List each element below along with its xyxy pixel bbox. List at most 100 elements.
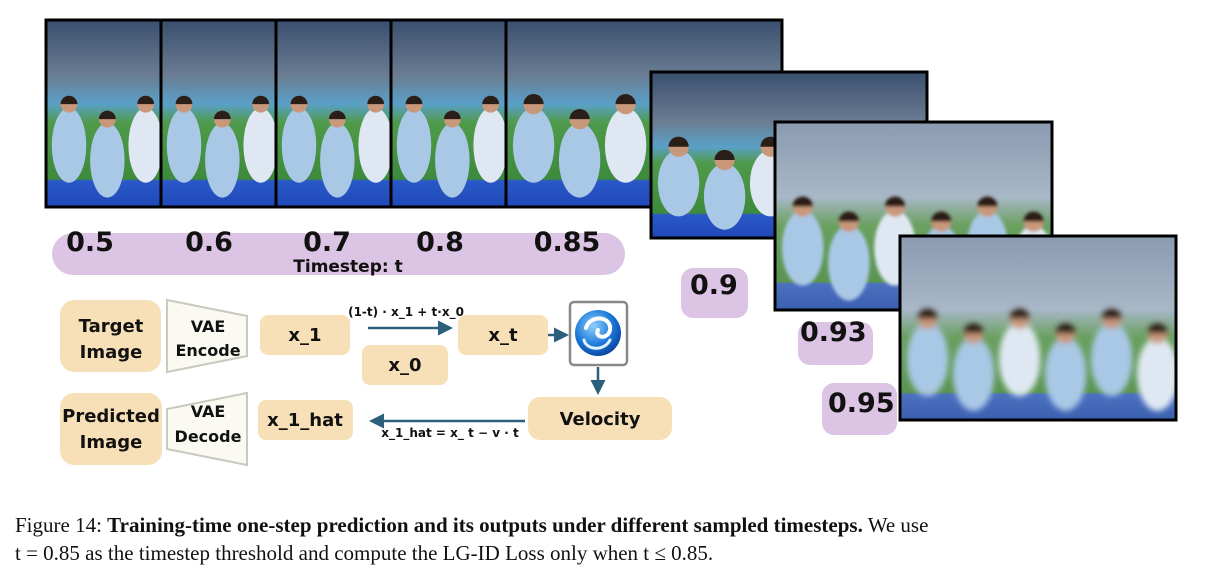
jersey <box>166 107 202 183</box>
players <box>281 95 391 198</box>
hair <box>405 95 423 105</box>
jersey <box>435 122 470 198</box>
timestep-label: 0.6 <box>185 227 233 258</box>
photo <box>389 18 508 209</box>
pill <box>681 268 748 318</box>
jersey <box>320 122 355 198</box>
decoder <box>166 391 248 467</box>
hair <box>838 211 860 222</box>
timestep-label: 0.7 <box>303 227 351 258</box>
box-label: Target <box>79 316 144 337</box>
box-label: Image <box>80 432 143 453</box>
hair <box>252 95 270 105</box>
box <box>60 300 161 372</box>
hair <box>290 95 308 105</box>
photo-content <box>900 236 1176 420</box>
hair <box>1009 308 1030 319</box>
jersey <box>828 225 870 301</box>
hair <box>213 110 231 120</box>
jersey <box>703 163 746 230</box>
timestep-label: 0.85 <box>534 227 601 258</box>
box <box>60 393 162 465</box>
hair <box>175 95 193 105</box>
hair <box>137 95 155 105</box>
hair <box>1147 323 1168 334</box>
hair <box>1023 211 1044 222</box>
photo-border <box>898 234 1178 422</box>
hair <box>792 196 813 207</box>
swirl <box>584 316 613 339</box>
jersey <box>998 322 1041 397</box>
jersey <box>205 122 240 198</box>
box-label: x_0 <box>388 355 421 376</box>
box-label: Velocity <box>560 409 641 430</box>
box-label: Predicted <box>62 406 160 427</box>
diagram: Target Image VAE Encode x_1 (1-t) · x_1 … <box>60 298 672 467</box>
timestep-label: 0.8 <box>416 227 464 258</box>
hair <box>931 211 952 222</box>
hair <box>367 95 385 105</box>
photo-content <box>46 20 161 207</box>
timestep-label: 0.5 <box>66 227 114 258</box>
photo <box>898 234 1178 422</box>
caption-text: We use <box>868 513 929 537</box>
hair <box>60 95 78 105</box>
caption-title: Training-time one-step prediction and it… <box>107 513 863 537</box>
photo-content <box>161 20 276 207</box>
hair <box>668 136 689 147</box>
jersey <box>396 107 432 183</box>
formula: (1-t) · x_1 + t·x_0 <box>348 305 464 320</box>
hair <box>1055 323 1076 334</box>
hair <box>569 108 590 120</box>
photo <box>159 18 278 209</box>
timestep-label: 0.93 <box>800 317 867 348</box>
jersey <box>657 150 700 217</box>
box-label: VAE <box>191 317 226 336</box>
hair <box>1101 308 1122 319</box>
hair <box>328 110 346 120</box>
photo <box>274 18 393 209</box>
hair <box>482 95 500 105</box>
hair <box>714 149 735 160</box>
timestep-label: 0.9 <box>690 270 738 301</box>
players <box>396 95 506 198</box>
players <box>166 95 276 198</box>
photo-content <box>391 20 506 207</box>
timestep-bar <box>52 233 625 275</box>
hair <box>917 308 938 319</box>
pill <box>798 322 873 365</box>
formula: x_1_hat = x_ t − v · t <box>381 426 519 441</box>
jersey <box>1044 337 1087 411</box>
caption-label: Figure 14: <box>15 513 102 537</box>
photo-bg <box>900 236 1176 420</box>
jersey <box>952 337 995 411</box>
jersey <box>473 107 506 183</box>
box-label: VAE <box>191 402 226 421</box>
box-label: Encode <box>175 341 240 360</box>
players <box>51 95 161 198</box>
photo <box>44 18 163 209</box>
jersey <box>906 322 949 397</box>
hair <box>523 94 544 105</box>
box-label: Image <box>80 342 143 363</box>
jersey <box>781 210 824 286</box>
jersey <box>51 107 87 183</box>
hair <box>963 323 984 334</box>
players <box>906 308 1176 411</box>
pill <box>822 383 897 435</box>
hair <box>443 110 461 120</box>
hair <box>615 94 636 105</box>
box <box>458 315 548 355</box>
jersey <box>1136 337 1176 411</box>
timestep-label: 0.95 <box>828 388 895 419</box>
jersey <box>243 107 276 183</box>
photos <box>44 18 1178 422</box>
box <box>258 400 353 440</box>
jersey <box>1090 322 1133 397</box>
hair <box>884 196 906 207</box>
axis-label: Timestep: t <box>293 257 402 277</box>
hair <box>98 110 116 120</box>
box-label: x_1 <box>288 325 321 346</box>
jersey <box>604 107 647 183</box>
